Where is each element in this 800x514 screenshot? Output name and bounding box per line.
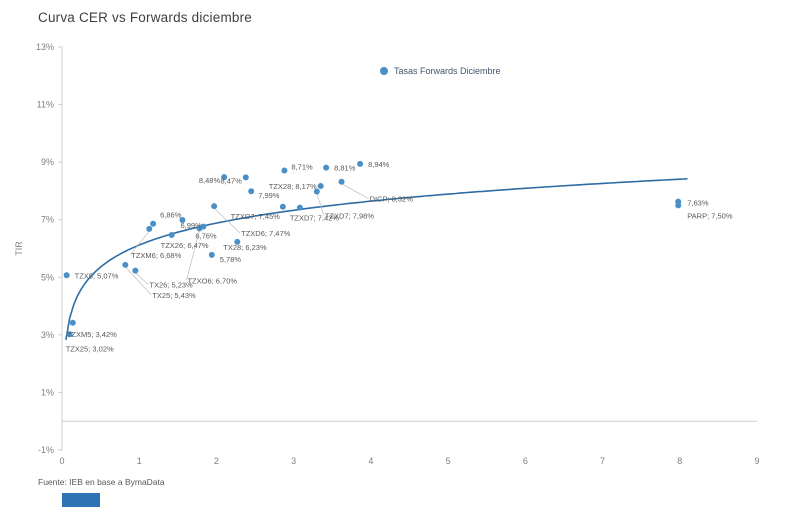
data-point	[122, 261, 129, 268]
label-leader-line	[125, 266, 152, 296]
data-point	[317, 183, 324, 190]
y-tick-label: 1%	[41, 387, 54, 397]
data-point-label: PARP; 7,50%	[687, 211, 733, 220]
data-point-label: 6,86%	[160, 211, 182, 220]
data-point-label: 8,48%	[199, 176, 221, 185]
data-point-label: TZXM6; 6,68%	[131, 251, 181, 260]
data-point-label: 8,47%	[221, 176, 243, 185]
data-point-label: 8,71%	[291, 162, 313, 171]
chart-title: Curva CER vs Forwards diciembre	[38, 10, 252, 25]
footer-accent-bar	[62, 493, 100, 507]
label-leader-line	[135, 272, 149, 285]
data-point	[168, 231, 175, 238]
y-tick-label: 13%	[36, 42, 54, 52]
data-point-label: 6,76%	[195, 232, 217, 241]
data-point-label: 8,94%	[368, 160, 390, 169]
data-point	[69, 319, 76, 326]
data-point	[242, 174, 249, 181]
y-tick-label: 11%	[37, 100, 54, 110]
data-point	[66, 331, 73, 338]
x-tick-label: 3	[291, 456, 296, 466]
data-point-label: 7,99%	[258, 191, 280, 200]
data-point-label: TZX25; 3,02%	[66, 344, 114, 353]
data-point	[211, 203, 218, 210]
data-point-label: TX26; 5,23%	[149, 281, 193, 290]
legend-marker-icon	[380, 67, 388, 75]
data-point-label: TZXD6; 7,47%	[241, 229, 291, 238]
data-point	[338, 178, 345, 185]
data-point-label: TZXM5; 3,42%	[67, 330, 117, 339]
data-point	[146, 225, 153, 232]
data-point	[234, 238, 241, 245]
chart-legend: Tasas Forwards Diciembre	[380, 66, 501, 76]
data-point	[279, 203, 286, 210]
data-point	[281, 167, 288, 174]
x-tick-label: 9	[754, 456, 759, 466]
y-tick-label: 7%	[41, 215, 54, 225]
data-point-label: TZXD7; 7,98%	[325, 212, 375, 221]
data-point-label: 8,81%	[334, 164, 356, 173]
x-tick-label: 8	[677, 456, 682, 466]
y-tick-label: 5%	[41, 272, 54, 282]
label-leader-line	[129, 230, 150, 256]
x-tick-label: 1	[137, 456, 142, 466]
data-point-label: TZXD7; 7,45%	[231, 212, 281, 221]
data-point-label: TX28; 6,23%	[223, 243, 267, 252]
y-tick-label: 3%	[41, 330, 54, 340]
y-tick-label: 9%	[41, 157, 54, 167]
data-point	[150, 220, 157, 227]
data-point-label: TX25; 5,43%	[152, 291, 196, 300]
label-leader-line	[213, 207, 241, 234]
data-point	[323, 164, 330, 171]
x-tick-label: 6	[523, 456, 528, 466]
data-point	[132, 267, 139, 274]
data-point-label: 6,99%	[180, 221, 202, 230]
data-point	[675, 202, 682, 209]
data-point-label: TZX5; 5,07%	[75, 271, 119, 280]
label-leader-line	[341, 183, 369, 200]
data-point	[179, 217, 186, 224]
data-point	[248, 188, 255, 195]
data-point-label: TZXO6; 6,70%	[187, 276, 237, 285]
y-axis-title: TIR	[14, 241, 24, 256]
label-leader-line	[186, 230, 200, 281]
data-point	[208, 251, 215, 258]
data-point-label: 7,63%	[687, 199, 709, 208]
y-tick-label: -1%	[38, 445, 54, 455]
data-point-label: TZX26; 6,47%	[161, 241, 209, 250]
x-tick-label: 7	[600, 456, 605, 466]
data-point	[221, 174, 228, 181]
data-point	[357, 160, 364, 167]
data-point-label: TZXD7; 7,42%	[290, 214, 340, 223]
x-tick-label: 5	[446, 456, 451, 466]
data-point-label: DICP; 8,32%	[370, 195, 414, 204]
data-point	[196, 225, 203, 232]
data-point	[296, 204, 303, 211]
data-point-label: TZX28; 8,17%	[269, 182, 317, 191]
label-leader-line	[316, 193, 325, 216]
x-tick-label: 2	[214, 456, 219, 466]
data-point	[63, 272, 70, 279]
x-tick-label: 0	[59, 456, 64, 466]
source-note: Fuente: IEB en base a BymaData	[38, 477, 165, 487]
x-tick-label: 4	[368, 456, 373, 466]
data-point-label: 5,78%	[220, 255, 242, 264]
data-point	[313, 188, 320, 195]
legend-label: Tasas Forwards Diciembre	[394, 66, 501, 76]
